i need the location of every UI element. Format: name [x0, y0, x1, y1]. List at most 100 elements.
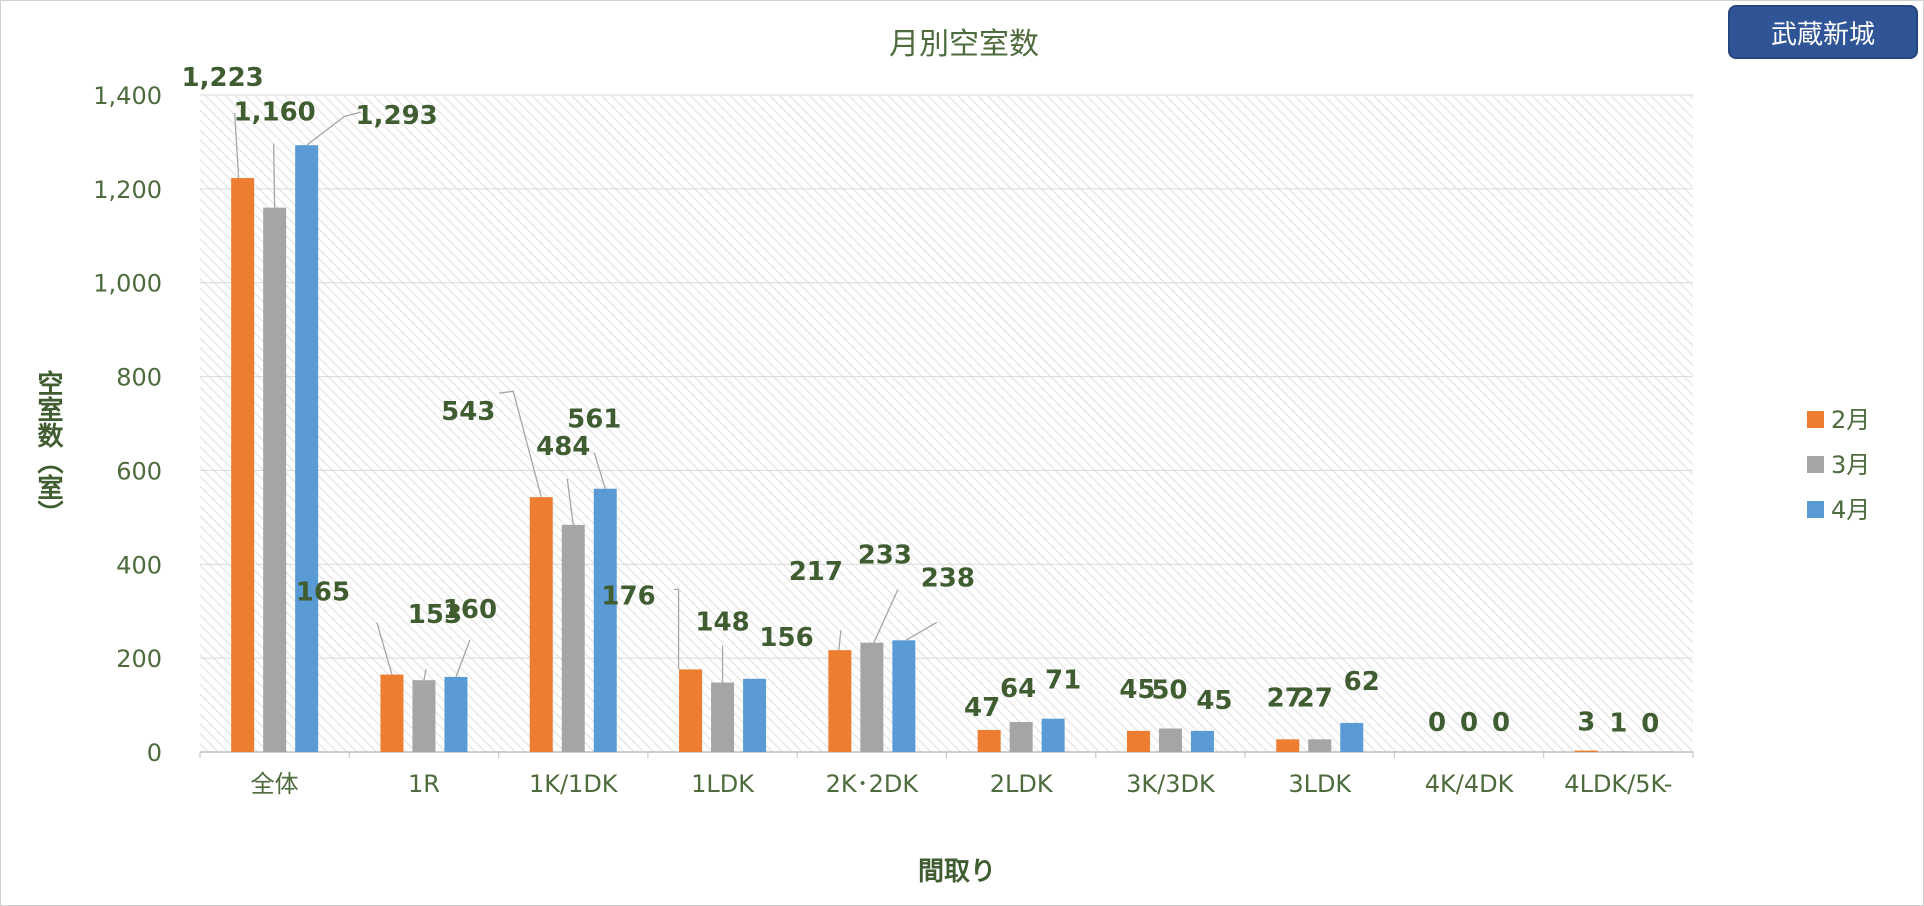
- x-axis-title: 間取り: [918, 857, 996, 887]
- y-tick-label: 800: [116, 364, 162, 392]
- data-label: 0: [1492, 708, 1510, 738]
- bar: [1276, 739, 1300, 752]
- bar: [828, 650, 852, 752]
- leader-line: [306, 111, 361, 146]
- bar: [380, 674, 404, 752]
- data-label: 160: [443, 595, 497, 625]
- bar: [231, 178, 255, 752]
- data-label: 238: [921, 563, 975, 593]
- bar: [1126, 730, 1150, 752]
- chart-title: 月別空室数: [889, 27, 1039, 62]
- leader-line: [234, 113, 240, 179]
- data-label: 561: [567, 405, 621, 435]
- bar: [1158, 728, 1182, 752]
- bar: [444, 676, 468, 752]
- leader-line: [905, 621, 938, 641]
- leader-lines: [234, 111, 938, 683]
- leader-line: [673, 588, 680, 670]
- y-tick-label: 600: [116, 457, 162, 485]
- data-label: 1,293: [356, 101, 438, 131]
- x-category-label: 2K･2DK: [826, 770, 920, 798]
- leader-line: [838, 630, 842, 651]
- legend-swatch: [1807, 501, 1824, 518]
- bar: [1308, 739, 1332, 752]
- bar: [412, 680, 436, 752]
- y-tick-label: 200: [116, 645, 162, 673]
- bar: [1190, 730, 1214, 752]
- data-label: 71: [1045, 666, 1081, 696]
- data-label: 47: [964, 693, 1000, 723]
- x-category-label: 1K/1DK: [529, 770, 619, 798]
- bar: [1574, 750, 1598, 752]
- data-label: 45: [1119, 675, 1155, 705]
- bar: [743, 678, 767, 752]
- y-tick-label: 400: [116, 551, 162, 579]
- leader-line: [423, 669, 427, 681]
- x-category-label: 1LDK: [691, 770, 755, 798]
- x-category-label: 1R: [408, 770, 440, 798]
- bar: [860, 642, 884, 752]
- legend: 2月 3月 4月: [1807, 406, 1870, 524]
- data-label: 148: [695, 608, 749, 638]
- bar: [711, 682, 735, 752]
- bars: [231, 145, 1630, 753]
- bar: [1009, 721, 1033, 752]
- location-badge[interactable]: 武蔵新城: [1728, 5, 1918, 59]
- data-label: 156: [759, 623, 813, 653]
- bar: [1340, 722, 1364, 752]
- bar: [892, 640, 916, 752]
- legend-label: 4月: [1831, 496, 1870, 524]
- plot-area: [200, 95, 1693, 752]
- x-category-label: 3K/3DK: [1126, 770, 1216, 798]
- bar: [679, 669, 703, 752]
- data-label: 50: [1151, 676, 1187, 706]
- data-label: 543: [441, 397, 495, 427]
- data-label: 484: [536, 432, 590, 462]
- data-label: 1,160: [234, 98, 316, 128]
- data-label: 0: [1460, 708, 1478, 738]
- bar: [1041, 718, 1065, 752]
- x-category-label: 4LDK/5K-: [1564, 770, 1672, 798]
- x-category-label: 4K/4DK: [1425, 770, 1515, 798]
- data-label: 64: [1000, 674, 1036, 704]
- bar: [593, 488, 617, 752]
- legend-swatch: [1807, 411, 1824, 428]
- data-label: 3: [1577, 708, 1595, 738]
- legend-label: 2月: [1831, 406, 1870, 434]
- data-label: 1,223: [182, 63, 264, 93]
- bar: [529, 497, 553, 752]
- legend-label: 3月: [1831, 451, 1870, 479]
- leader-line: [873, 589, 899, 643]
- y-tick-label: 1,200: [93, 176, 162, 204]
- bar: [977, 729, 1001, 752]
- y-tick-label: 1,400: [93, 82, 162, 110]
- x-axis-categories: 全体 1R 1K/1DK 1LDK 2K･2DK 2LDK 3K/3DK 3LDK 4K/4DK…: [199, 752, 1694, 798]
- legend-swatch: [1807, 456, 1824, 473]
- data-label: 27: [1267, 683, 1303, 713]
- data-label: 45: [1196, 686, 1232, 716]
- x-category-label: 3LDK: [1288, 770, 1352, 798]
- y-tick-label: 0: [147, 739, 162, 767]
- data-label: 0: [1641, 709, 1659, 739]
- bar: [295, 145, 319, 753]
- leader-line: [566, 478, 574, 525]
- data-label: 1: [1609, 709, 1627, 739]
- x-category-label: 全体: [251, 770, 299, 798]
- data-label: 176: [601, 581, 655, 611]
- data-labels: 1,223 165 543 176 217 47 45 27 0 3 1,160 153 484 148 2…: [182, 63, 1660, 739]
- leader-line: [455, 639, 471, 678]
- y-axis-ticks: 0 200 400 600 800 1,000 1,200 1,400: [93, 82, 162, 767]
- leader-line: [273, 143, 276, 208]
- data-label: 165: [296, 578, 350, 608]
- data-label: 62: [1344, 667, 1380, 697]
- leader-line: [499, 390, 542, 498]
- x-category-label: 2LDK: [990, 770, 1054, 798]
- data-label: 233: [858, 541, 912, 571]
- bar: [263, 207, 287, 753]
- bar: [561, 524, 585, 752]
- y-axis-title: 空室数（室）: [33, 369, 63, 526]
- leader-line: [593, 452, 606, 489]
- data-label: 27: [1297, 683, 1333, 713]
- y-tick-label: 1,000: [93, 270, 162, 298]
